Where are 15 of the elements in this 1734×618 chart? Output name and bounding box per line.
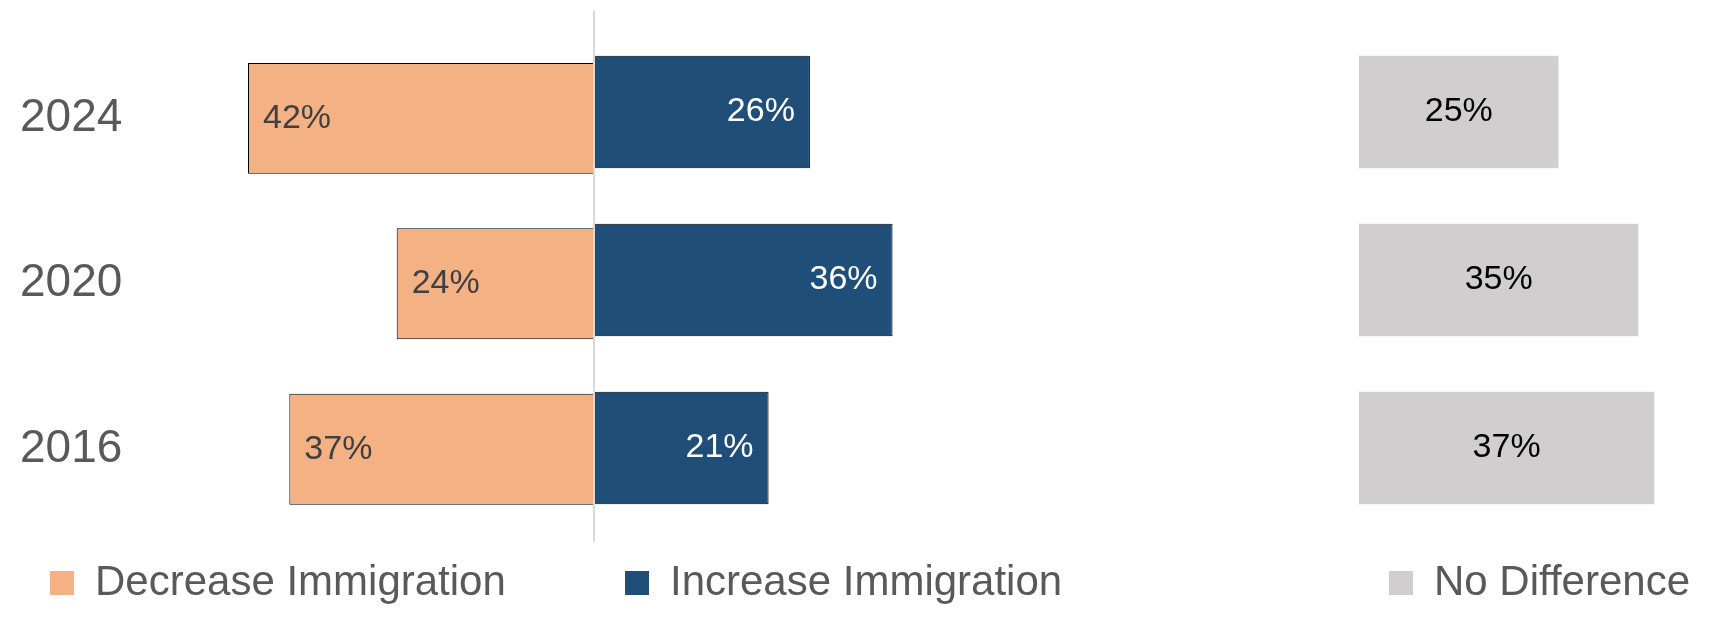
y-tick-label: 2024 <box>20 89 123 142</box>
data-label: 36% <box>809 258 878 297</box>
data-label: 42% <box>263 96 332 135</box>
data-label: 21% <box>685 426 754 465</box>
data-label: 35% <box>1464 258 1533 297</box>
data-label: 25% <box>1424 90 1493 129</box>
data-label: 26% <box>726 90 795 129</box>
data-label: 24% <box>411 262 480 301</box>
y-tick-label: 2020 <box>20 254 123 307</box>
y-tick-label: 2016 <box>20 419 123 472</box>
data-label: 37% <box>1472 426 1541 465</box>
data-label: 37% <box>304 427 373 466</box>
legend-label: Increase Immigration <box>670 556 1063 604</box>
legend-label: No Difference <box>1434 556 1691 604</box>
legend-label: Decrease Immigration <box>95 556 506 604</box>
